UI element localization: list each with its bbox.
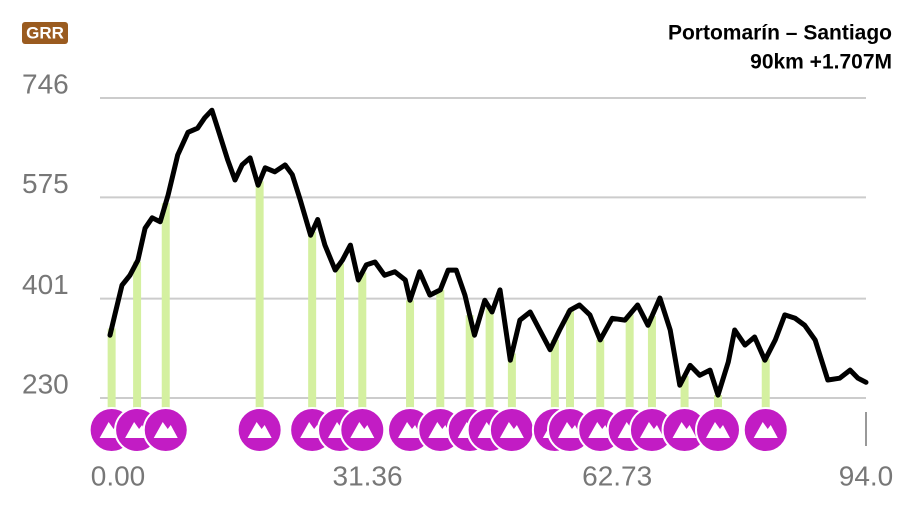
y-tick-label: 746	[22, 68, 69, 99]
waypoint-marker	[661, 407, 708, 453]
marker-icon	[350, 422, 375, 438]
y-tick-label: 230	[22, 368, 69, 399]
marker-icon	[753, 422, 778, 438]
peak-bar	[625, 314, 634, 430]
elevation-line	[107, 107, 869, 398]
peak-bar	[485, 308, 494, 430]
marker-icon	[588, 422, 613, 438]
logo: GRR	[26, 23, 64, 42]
chart-title: Portomarín – Santiago	[668, 22, 892, 45]
peak-bar	[255, 181, 264, 430]
peak-bar	[761, 358, 770, 430]
marker-icon	[705, 422, 730, 438]
peak-bar	[308, 231, 317, 430]
x-tick-label: 94.0	[839, 460, 894, 491]
logo-bg	[22, 22, 68, 44]
marker-icon	[398, 422, 423, 438]
peak-bar	[133, 261, 142, 430]
marker-icon	[639, 422, 664, 438]
marker-icon	[672, 422, 697, 438]
peak-bar	[680, 376, 689, 430]
marker-icon	[499, 422, 524, 438]
peak-bar	[107, 328, 116, 430]
waypoint-marker	[142, 407, 189, 453]
peak-bar	[550, 339, 559, 430]
y-tick-label: 575	[22, 168, 69, 199]
peak-bar	[465, 315, 474, 430]
peak-bar	[565, 310, 574, 430]
waypoint-marker	[488, 407, 535, 453]
waypoint-marker	[694, 407, 741, 453]
peak-bar	[647, 316, 656, 430]
marker-icon	[247, 422, 272, 438]
peak-bar	[358, 272, 367, 430]
x-tick-label: 0.00	[91, 460, 146, 491]
peak-bar	[596, 339, 605, 430]
chart-subtitle: 90km +1.707M	[750, 51, 892, 74]
peak-bar	[436, 289, 445, 430]
waypoint-marker	[236, 407, 283, 453]
marker-icon	[557, 422, 582, 438]
waypoint-marker	[742, 407, 789, 453]
x-tick-label: 31.36	[333, 460, 403, 491]
waypoint-marker	[628, 407, 675, 453]
marker-icon	[153, 422, 178, 438]
peak-bar	[336, 263, 345, 430]
marker-icon	[428, 422, 453, 438]
waypoint-marker	[339, 407, 386, 453]
peak-bar	[406, 300, 415, 430]
peak-bar	[507, 353, 516, 430]
x-tick-label: 62.73	[582, 460, 652, 491]
y-tick-label: 401	[22, 269, 69, 300]
peak-bar	[161, 203, 170, 430]
